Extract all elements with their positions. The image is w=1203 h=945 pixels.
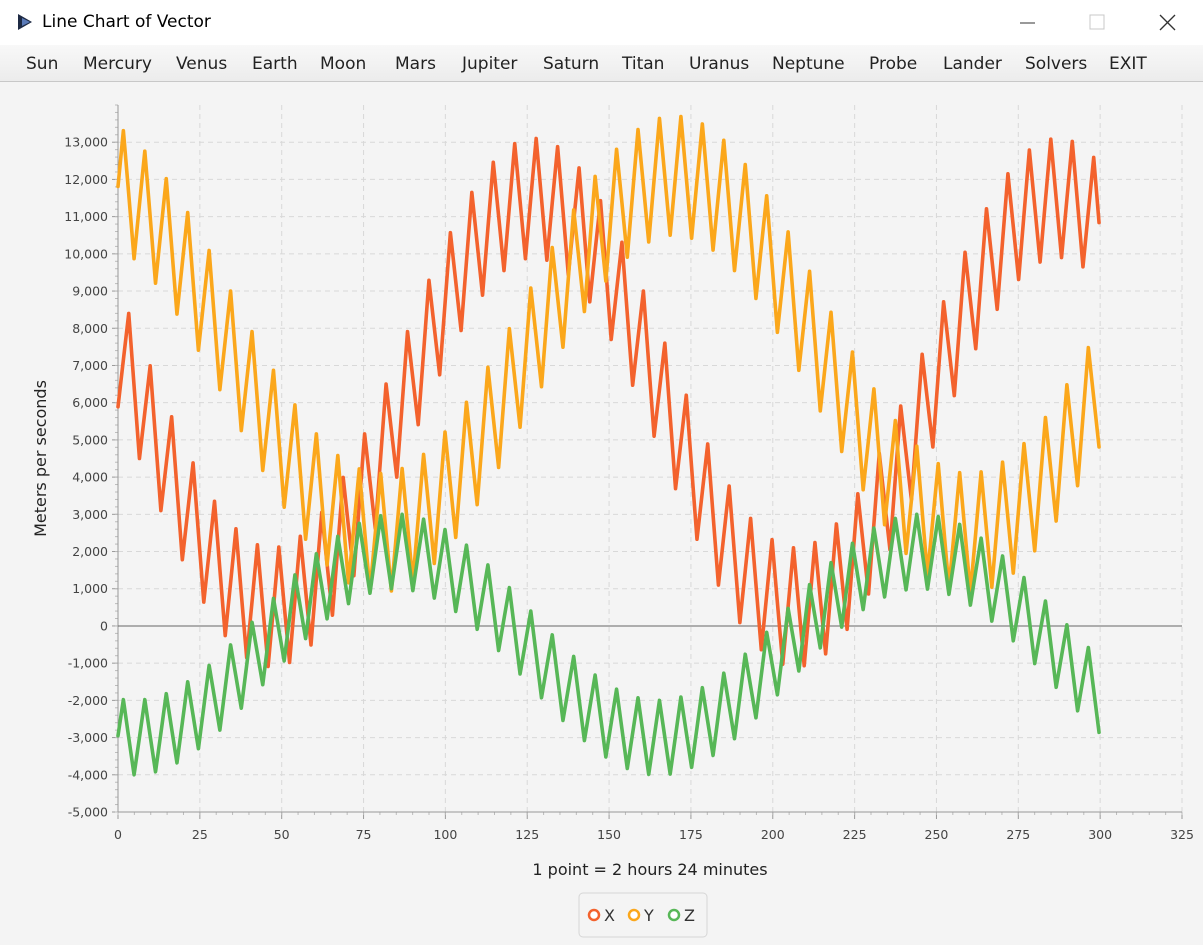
y-tick-label: 3,000: [72, 507, 108, 522]
x-tick-label: 50: [274, 827, 290, 842]
x-tick-label: 275: [1006, 827, 1030, 842]
menu-item[interactable]: EXIT: [1109, 54, 1147, 74]
y-tick-label: 5,000: [72, 432, 108, 447]
menu-bar: Sun Mercury Venus Earth Moon Mars Jupiter Satur…: [0, 45, 1203, 82]
menu-item[interactable]: Earth: [252, 54, 298, 74]
menu-item[interactable]: Jupiter: [462, 54, 518, 74]
legend-box: [578, 892, 708, 938]
legend-marker: [587, 908, 601, 922]
series-line: [116, 136, 1101, 669]
menu-item[interactable]: Solvers: [1025, 54, 1088, 74]
y-tick-label: 4,000: [72, 470, 108, 485]
x-tick-label: 250: [925, 827, 949, 842]
y-tick-label: -1,000: [68, 656, 108, 671]
y-tick-label: 13,000: [64, 135, 108, 150]
menu-item[interactable]: Probe: [869, 54, 918, 74]
x-tick-label: 175: [679, 827, 703, 842]
maximize-button[interactable]: [1089, 14, 1105, 30]
x-tick-label: 325: [1170, 827, 1194, 842]
y-tick-label: 11,000: [64, 209, 108, 224]
y-tick-label: 9,000: [72, 284, 108, 299]
close-button[interactable]: [1159, 14, 1176, 31]
menu-item[interactable]: Lander: [943, 54, 1002, 74]
series-line: [116, 114, 1101, 595]
x-tick-label: 75: [356, 827, 372, 842]
y-tick-label: -3,000: [68, 730, 108, 745]
y-tick-label: 8,000: [72, 321, 108, 336]
y-tick-label: -2,000: [68, 693, 108, 708]
window-title: Line Chart of Vector: [42, 12, 211, 32]
x-tick-label: 200: [761, 827, 785, 842]
legend: X Y Z: [578, 892, 708, 938]
legend-marker: [667, 908, 681, 922]
x-tick-label: 150: [597, 827, 621, 842]
y-tick-label: 2,000: [72, 544, 108, 559]
legend-label: X: [604, 906, 615, 925]
menu-item[interactable]: Neptune: [772, 54, 845, 74]
menu-item[interactable]: Venus: [176, 54, 228, 74]
y-tick-label: 0: [100, 618, 108, 633]
menu-item[interactable]: Sun: [26, 54, 59, 74]
menu-item[interactable]: Mars: [395, 54, 436, 74]
legend-label: Z: [684, 906, 695, 925]
x-axis-label: 1 point = 2 hours 24 minutes: [532, 860, 767, 879]
y-tick-label: 12,000: [64, 172, 108, 187]
y-tick-label: 10,000: [64, 246, 108, 261]
chart: -5,000 -4,000 -3,000 -2,000 -1,000 0 1,000 2,00…: [31, 104, 1194, 938]
x-tick-label: 225: [843, 827, 867, 842]
title-bar: Line Chart of Vector: [0, 0, 1203, 45]
menu-item[interactable]: Titan: [622, 54, 665, 74]
series-line: [116, 512, 1101, 777]
menu-item[interactable]: Uranus: [689, 54, 750, 74]
legend-marker: [627, 908, 641, 922]
y-tick-label: 7,000: [72, 358, 108, 373]
menu-item[interactable]: Mercury: [83, 54, 152, 74]
window-controls: [1020, 14, 1176, 31]
y-tick-label: -5,000: [68, 805, 108, 820]
x-tick-label: 300: [1088, 827, 1112, 842]
y-tick-label: 6,000: [72, 395, 108, 410]
x-tick-label: 0: [114, 827, 122, 842]
legend-label: Y: [643, 906, 654, 925]
menu-item[interactable]: Saturn: [543, 54, 600, 74]
y-tick-label: 1,000: [72, 581, 108, 596]
x-tick-label: 100: [433, 827, 457, 842]
y-tick-label: -4,000: [68, 767, 108, 782]
x-tick-label: 125: [515, 827, 539, 842]
y-axis-label: Meters per seconds: [31, 380, 50, 537]
x-tick-label: 25: [192, 827, 208, 842]
menu-item[interactable]: Moon: [320, 54, 367, 74]
app-icon: [18, 14, 32, 30]
